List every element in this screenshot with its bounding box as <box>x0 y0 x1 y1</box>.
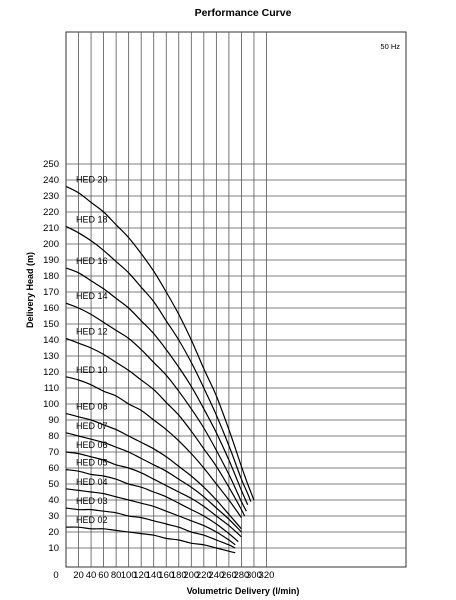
x-tick-label: 20 <box>73 570 84 581</box>
x-tick-label: 40 <box>86 570 97 581</box>
y-tick-label: 40 <box>48 495 59 506</box>
series-label-hed-04: HED 04 <box>76 477 108 487</box>
y-tick-label: 250 <box>43 159 59 170</box>
x-tick-label: 320 <box>259 570 275 581</box>
series-label-hed-20: HED 20 <box>76 174 108 184</box>
x-tick-label: 60 <box>98 570 109 581</box>
x-tick-label: 280 <box>233 570 249 581</box>
curve-hed-06 <box>65 451 242 538</box>
curve-hed-10 <box>65 376 242 518</box>
plot-frame <box>65 31 407 568</box>
series-label-hed-16: HED 16 <box>76 256 108 266</box>
series-label-hed-14: HED 14 <box>76 291 108 301</box>
x-tick-label: 260 <box>221 570 237 581</box>
x-tick-label: 240 <box>208 570 224 581</box>
curve-hed-16 <box>65 267 249 506</box>
curve-hed-12 <box>65 337 246 517</box>
curve-hed-08 <box>65 413 242 530</box>
y-tick-label: 120 <box>43 367 59 378</box>
x-tick-label: 300 <box>246 570 262 581</box>
series-label-hed-05: HED 05 <box>76 458 108 468</box>
y-tick-label: 70 <box>48 447 59 458</box>
grid <box>65 31 407 568</box>
curve-hed-07 <box>65 432 242 533</box>
x-tick-label: 100 <box>121 570 137 581</box>
y-tick-label: 140 <box>43 335 59 346</box>
x-axis-label: Volumetric Delivery (l/min) <box>187 586 300 596</box>
x-tick-label: 200 <box>183 570 199 581</box>
frequency-annotation: 50 Hz <box>380 42 400 51</box>
curve-hed-18 <box>65 225 252 502</box>
series-label-hed-18: HED 18 <box>76 214 108 224</box>
series-label-hed-06: HED 06 <box>76 440 108 450</box>
y-tick-label: 230 <box>43 191 59 202</box>
y-tick-label: 150 <box>43 319 59 330</box>
y-tick-label: 170 <box>43 287 59 298</box>
curve-hed-14 <box>65 302 247 512</box>
series-label-hed-12: HED 12 <box>76 326 108 336</box>
x-tick-label: 160 <box>158 570 174 581</box>
y-tick-label: 10 <box>48 543 59 554</box>
y-tick-label: 180 <box>43 271 59 282</box>
y-tick-label: 20 <box>48 527 59 538</box>
x-tick-label: 140 <box>146 570 162 581</box>
y-tick-label: 240 <box>43 175 59 186</box>
y-tick-labels: 10 20 30 40 50 60 70 80 90 100 110 120 130 140 150 160 1… <box>43 159 59 554</box>
curve-hed-20 <box>65 185 255 501</box>
x-tick-label: 120 <box>133 570 149 581</box>
series-label-hed-10: HED 10 <box>76 365 108 375</box>
y-tick-label: 90 <box>48 415 59 426</box>
x-tick-label: 0 <box>53 570 58 581</box>
y-tick-label: 30 <box>48 511 59 522</box>
x-tick-label: 180 <box>171 570 187 581</box>
y-axis-label: Delivery Head (m) <box>25 252 35 328</box>
curve-hed-02 <box>65 526 236 554</box>
x-tick-label: 220 <box>196 570 212 581</box>
x-tick-labels: 0 20 40 60 80 1001201401601802002202402602803… <box>53 570 274 581</box>
y-tick-label: 200 <box>43 239 59 250</box>
y-tick-label: 50 <box>48 479 59 490</box>
y-tick-label: 110 <box>44 383 59 394</box>
series-labels: HED 20 HED 18 HED 16 HED 14 HED 12 HED 10 HED … <box>76 174 108 525</box>
curves <box>65 185 255 554</box>
x-tick-label: 80 <box>111 570 122 581</box>
series-label-hed-02: HED 02 <box>76 515 108 525</box>
y-tick-label: 220 <box>43 207 59 218</box>
y-tick-label: 80 <box>48 431 59 442</box>
series-label-hed-08: HED 08 <box>76 402 108 412</box>
chart-title: Performance Curve <box>195 7 292 19</box>
y-tick-label: 210 <box>43 223 59 234</box>
curve-hed-03 <box>65 507 236 549</box>
y-tick-label: 60 <box>48 463 59 474</box>
curve-hed-04 <box>65 488 236 546</box>
y-tick-label: 190 <box>43 255 59 266</box>
curve-hed-05 <box>65 469 239 543</box>
series-label-hed-03: HED 03 <box>76 496 108 506</box>
y-tick-label: 160 <box>43 303 59 314</box>
y-tick-label: 100 <box>43 399 59 410</box>
series-label-hed-07: HED 07 <box>76 421 108 431</box>
y-tick-label: 130 <box>43 351 59 362</box>
